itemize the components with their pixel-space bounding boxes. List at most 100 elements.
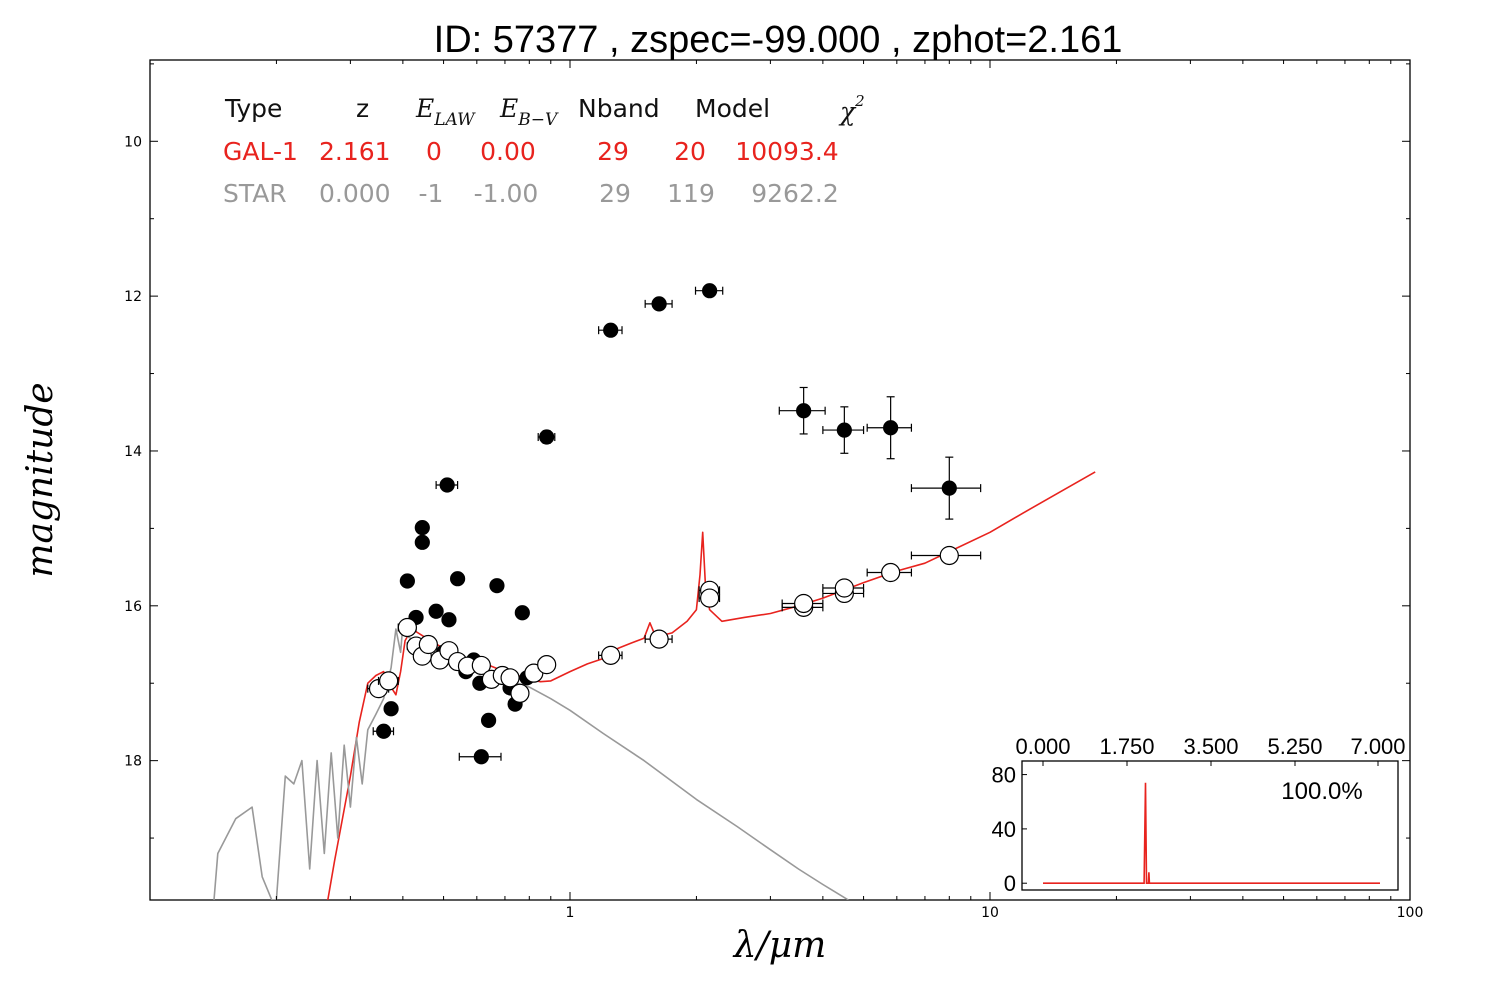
chart-title: ID: 57377 , zspec=-99.000 , zphot=2.161 (434, 19, 1123, 61)
info-row-gal-nband: 29 (597, 137, 629, 166)
observed-point-0 (372, 723, 395, 739)
observed-point-30 (910, 456, 982, 520)
filled-marker (489, 578, 505, 594)
observed-point-9 (435, 477, 459, 493)
info-header-type: Type (224, 94, 282, 123)
open-marker (379, 671, 399, 691)
info-row-gal-ebv: 0.00 (480, 137, 536, 166)
info-header-ebv: EB−V (499, 94, 559, 130)
inset-plot-area: 0.000 1.750 3.500 5.250 7.000 0 40 80 (992, 734, 1406, 896)
y-tick-label: 10 (124, 134, 142, 150)
open-marker (418, 634, 438, 655)
observed-point-23 (537, 429, 556, 445)
open-marker (397, 617, 417, 638)
info-header-nband: Nband (578, 94, 660, 123)
info-row-star-chi2: 9262.2 (751, 179, 838, 208)
pdz-line (1043, 782, 1380, 884)
observed-point-2 (399, 573, 415, 589)
filled-marker (603, 322, 619, 338)
inset-frame (1021, 760, 1399, 891)
observed-point-7 (428, 603, 444, 619)
open-marker (700, 588, 720, 608)
open-marker (510, 683, 530, 703)
star-template-line (213, 624, 849, 900)
filled-marker (450, 571, 466, 587)
model-point-10 (471, 655, 491, 676)
inset-y-tick-label: 80 (992, 763, 1016, 788)
model-point-17 (598, 645, 623, 665)
x-tick-label: 10 (981, 905, 999, 921)
open-marker (939, 545, 959, 566)
filled-marker (796, 403, 812, 419)
model-point-26 (910, 545, 982, 566)
info-row-star-ebv: -1.00 (474, 179, 539, 208)
observed-point-21 (514, 605, 530, 621)
filled-marker (651, 296, 667, 312)
main-plot-frame (149, 59, 1411, 901)
observed-point-24 (598, 322, 623, 338)
open-marker (649, 629, 669, 649)
inset-y-tick-label: 0 (1004, 871, 1016, 896)
y-tick-label: 16 (124, 599, 142, 615)
info-row-star-model: 119 (667, 179, 715, 208)
filled-marker (836, 422, 852, 438)
info-header-model: Model (695, 94, 770, 123)
open-marker (537, 655, 557, 675)
model-point-25 (866, 562, 913, 583)
inset-x-tick-label: 0.000 (1015, 734, 1070, 759)
filled-marker (941, 480, 957, 496)
observed-point-5 (414, 520, 430, 536)
filled-marker (399, 573, 415, 589)
info-row-star-nband: 29 (599, 179, 631, 208)
model-point-24 (822, 578, 865, 598)
model-point-13 (500, 668, 520, 688)
y-tick-label: 18 (124, 754, 142, 770)
info-row-star-elaw: -1 (419, 179, 444, 208)
model-point-16 (537, 655, 557, 675)
observed-point-16 (480, 712, 497, 728)
filled-marker (702, 283, 718, 299)
observed-point-4 (414, 534, 430, 550)
observed-point-26 (694, 283, 724, 299)
open-marker (500, 668, 520, 688)
filled-marker (883, 420, 899, 436)
x-tick-label: 100 (1397, 905, 1424, 921)
observed-point-27 (778, 386, 826, 435)
observed-point-17 (489, 578, 505, 594)
filled-marker (473, 749, 489, 765)
main-axes-ticks: 10 12 14 16 18 1 10 100 (124, 60, 1423, 921)
observed-point-28 (822, 406, 865, 454)
model-point-22 (781, 593, 824, 614)
info-row-gal-model: 20 (674, 137, 706, 166)
filled-marker (480, 712, 497, 728)
y-tick-label: 12 (124, 289, 142, 305)
pdz-inset: 0.000 1.750 3.500 5.250 7.000 0 40 80 100.0% (992, 734, 1406, 896)
info-row-star: STAR 0.000 -1 -1.00 29 119 9262.2 (223, 179, 839, 208)
observed-point-15 (458, 749, 502, 765)
model-point-1 (377, 671, 399, 691)
filled-marker (441, 612, 457, 628)
inset-x-tick-label: 7.000 (1350, 734, 1405, 759)
filled-marker (514, 605, 530, 621)
x-tick-label: 1 (566, 905, 575, 921)
filled-marker (439, 477, 455, 493)
fit-info-table: Type z ELAW EB−V Nband Model χ2 GAL-1 2.… (223, 92, 865, 208)
y-axis-label: magnitude (20, 382, 61, 577)
model-point-5 (418, 634, 438, 655)
open-marker (794, 593, 814, 614)
model-point-18 (644, 629, 673, 649)
model-point-20 (698, 588, 721, 608)
filled-marker (376, 723, 392, 739)
open-marker (834, 578, 854, 598)
observed-point-1 (383, 701, 399, 717)
filled-marker (428, 603, 444, 619)
info-row-gal-z: 2.161 (319, 137, 391, 166)
x-axis-label: λ/μm (732, 925, 826, 966)
inset-annotation: 100.0% (1281, 778, 1362, 805)
info-row-gal-chi2: 10093.4 (735, 137, 838, 166)
inset-y-tick-label: 40 (992, 817, 1016, 842)
info-row-star-type: STAR (223, 179, 287, 208)
info-row-star-z: 0.000 (319, 179, 391, 208)
inset-x-tick-label: 1.750 (1099, 734, 1154, 759)
